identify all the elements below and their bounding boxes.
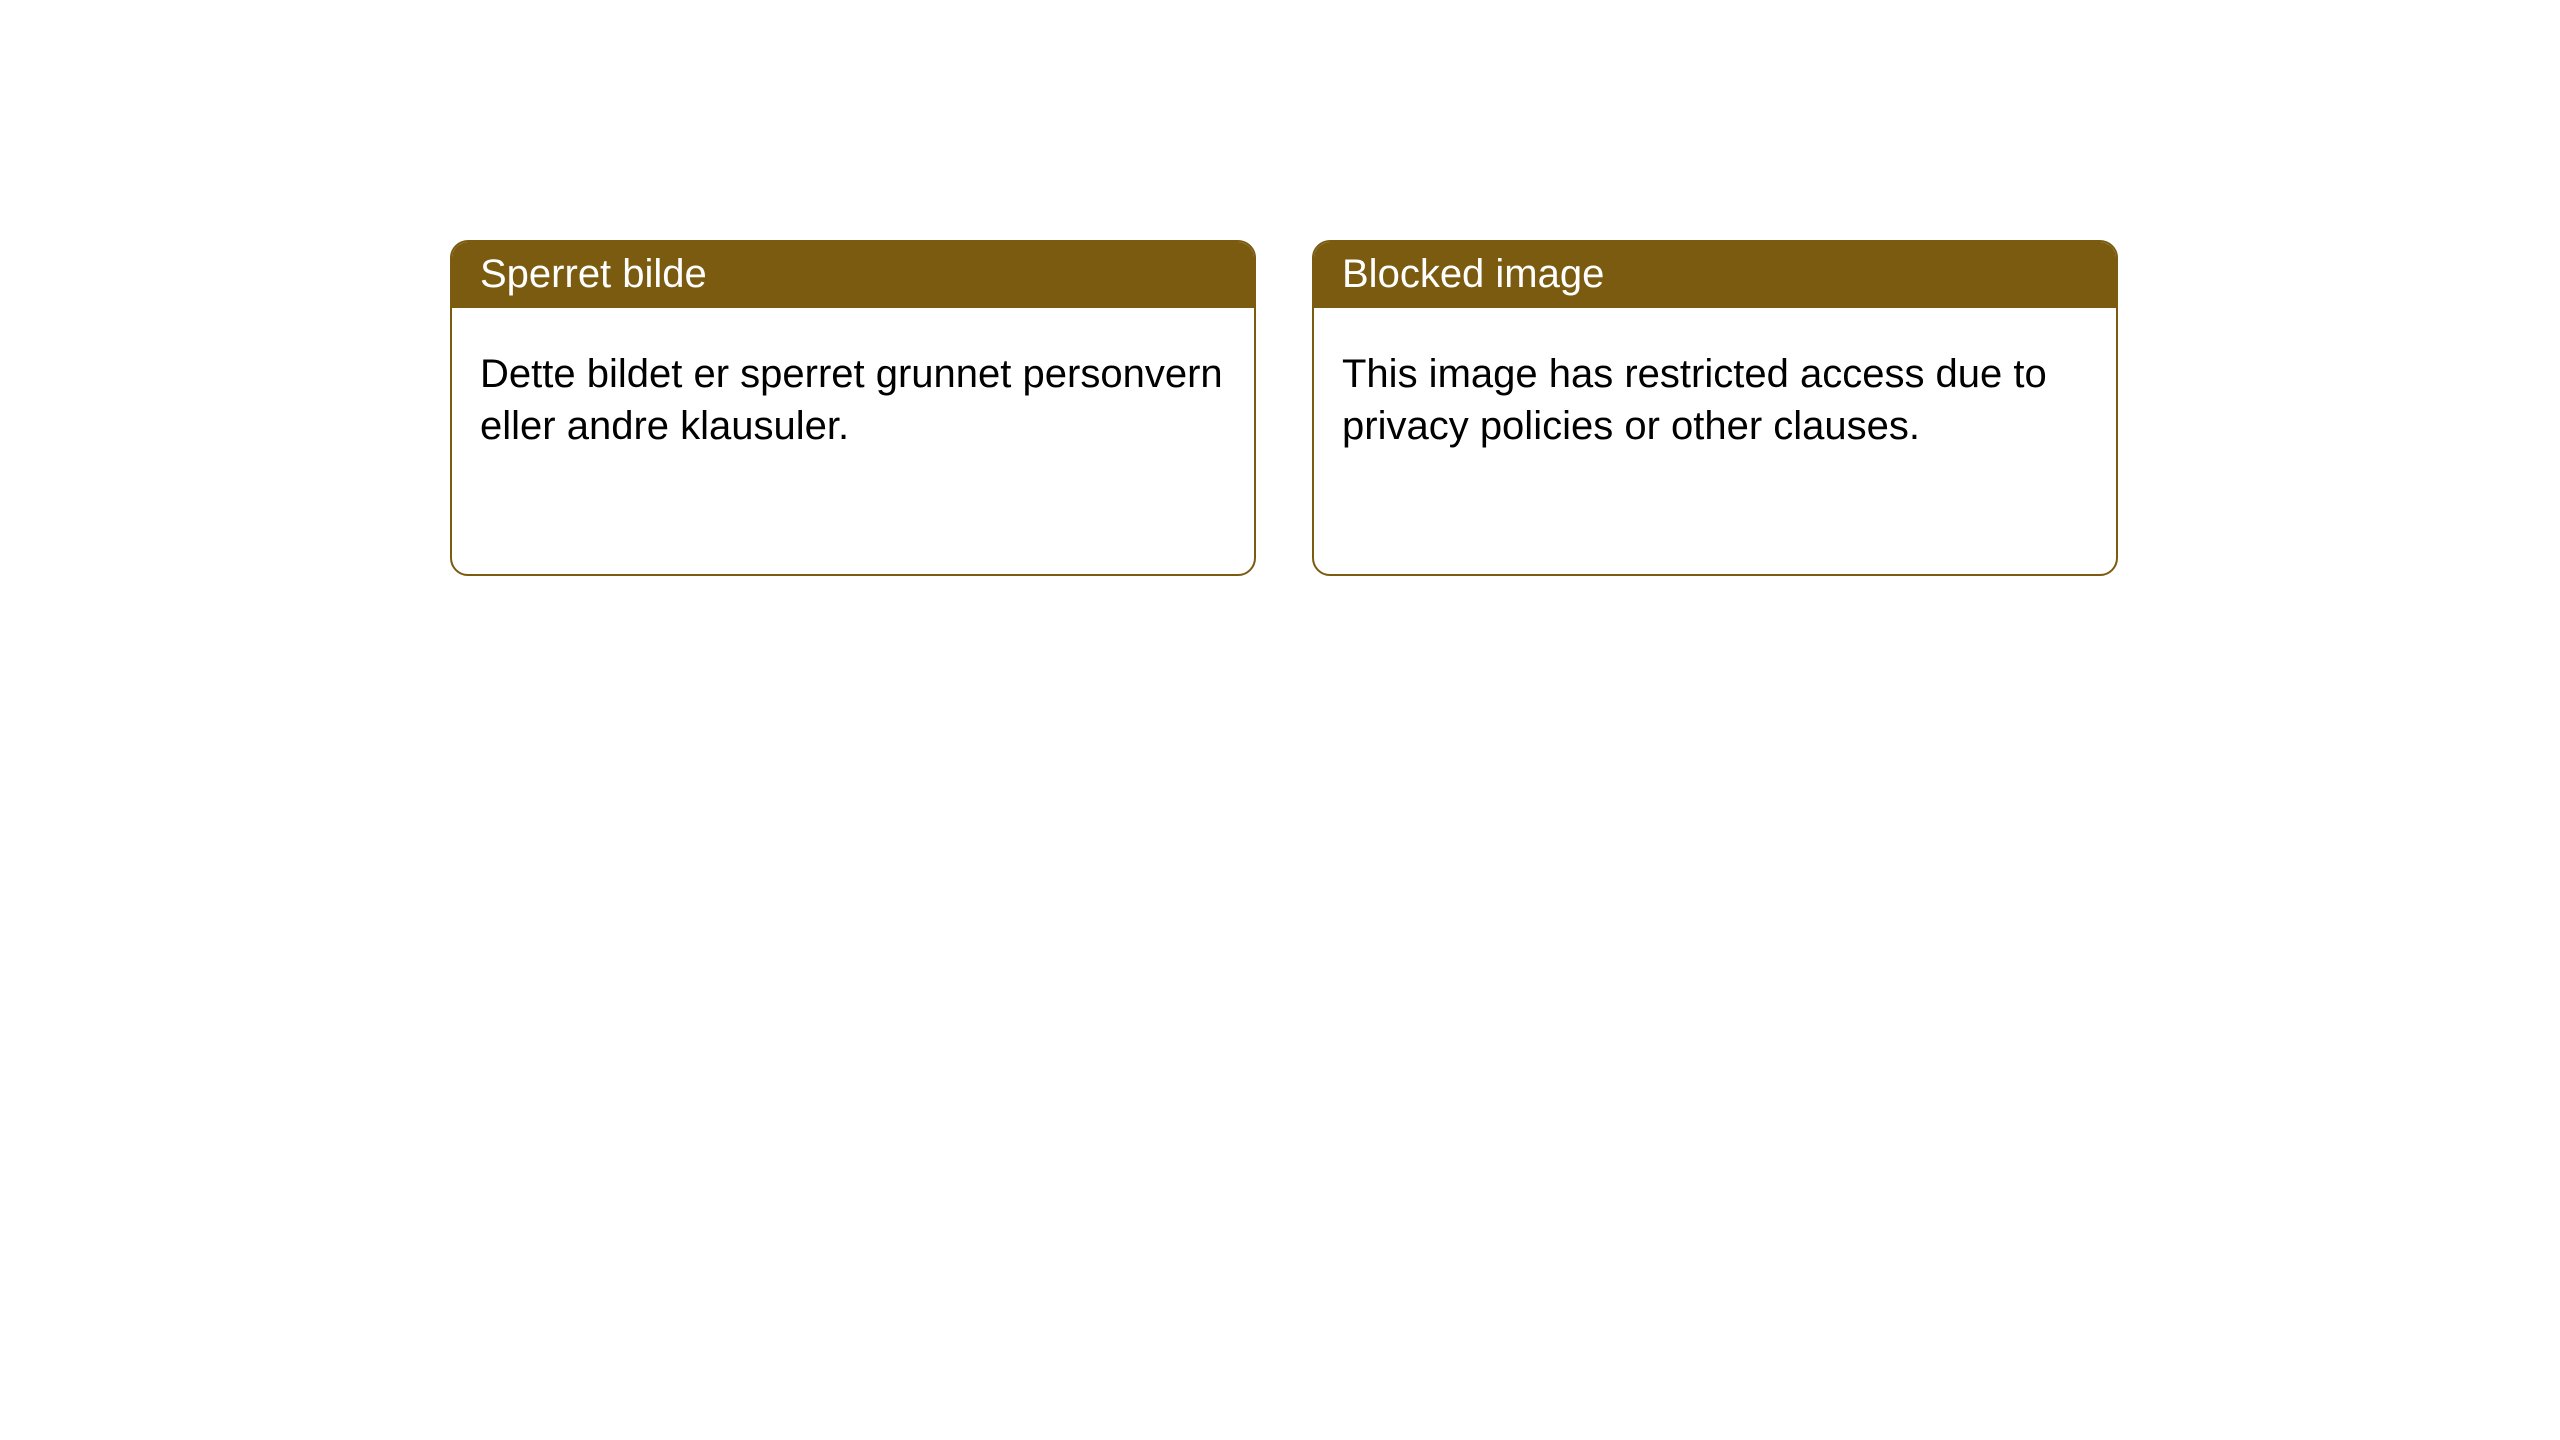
notice-body: Dette bildet er sperret grunnet personve… xyxy=(452,308,1254,492)
notice-header: Blocked image xyxy=(1314,242,2116,308)
notice-body: This image has restricted access due to … xyxy=(1314,308,2116,492)
notice-container: Sperret bilde Dette bildet er sperret gr… xyxy=(0,0,2560,576)
notice-box-english: Blocked image This image has restricted … xyxy=(1312,240,2118,576)
notice-box-norwegian: Sperret bilde Dette bildet er sperret gr… xyxy=(450,240,1256,576)
notice-header: Sperret bilde xyxy=(452,242,1254,308)
